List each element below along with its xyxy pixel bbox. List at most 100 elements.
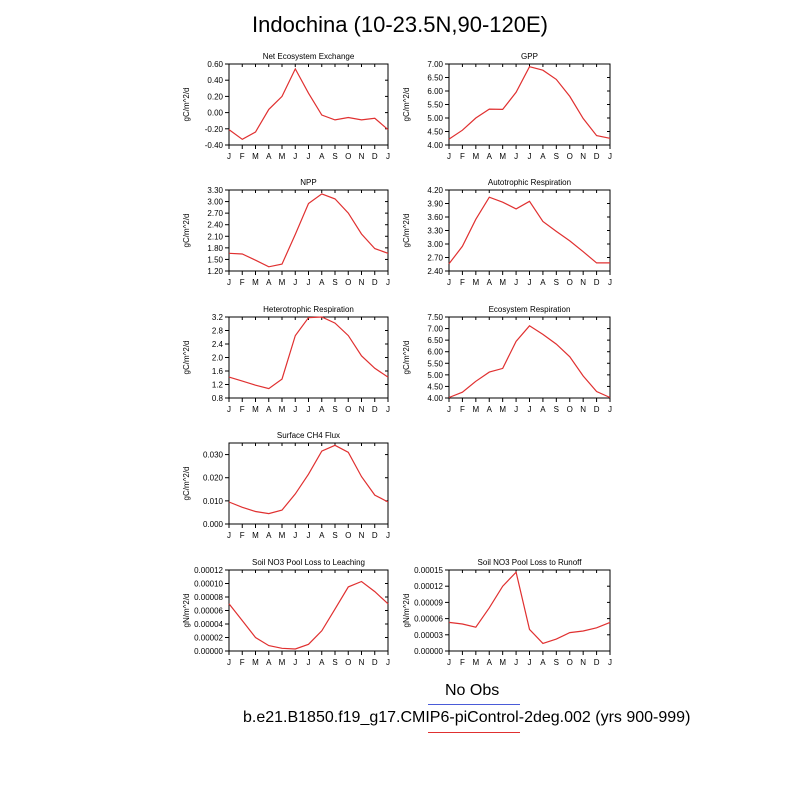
x-tick-label: M [472, 278, 479, 287]
x-tick-label: J [514, 152, 518, 161]
x-tick-label: F [240, 658, 245, 667]
x-tick-label: F [240, 152, 245, 161]
x-tick-label: M [472, 405, 479, 414]
y-tick-label: 0.00010 [194, 580, 223, 589]
panel-title: Surface CH4 Flux [277, 431, 340, 440]
x-tick-label: A [266, 658, 272, 667]
x-tick-label: N [580, 405, 586, 414]
x-tick-label: O [567, 405, 573, 414]
y-tick-label: 0.00003 [414, 631, 443, 640]
y-axis-label: gC/m^2/d [182, 467, 191, 501]
y-tick-label: 0.60 [207, 60, 223, 69]
y-tick-label: 2.4 [212, 340, 224, 349]
y-tick-label: 3.00 [427, 240, 443, 249]
panel-8: Soil NO3 Pool Loss to Runoff 0.00015 0.000… [402, 558, 612, 667]
panel-5: Ecosystem Respiration 7.50 7.00 6.50 6.00 5.5… [402, 305, 612, 414]
x-tick-label: J [227, 152, 231, 161]
x-tick-label: D [372, 531, 378, 540]
legend-obs-line [428, 704, 520, 705]
x-tick-label: J [386, 658, 390, 667]
plot-frame [228, 569, 389, 652]
x-tick-label: A [487, 405, 493, 414]
y-tick-label: 0.030 [203, 451, 224, 460]
series-line [448, 570, 611, 645]
panel-title: GPP [521, 52, 538, 61]
x-tick-label: J [227, 531, 231, 540]
x-tick-label: N [580, 278, 586, 287]
x-tick-label: F [460, 152, 465, 161]
x-tick-label: A [487, 658, 493, 667]
x-tick-label: J [514, 658, 518, 667]
y-tick-label: 6.00 [427, 87, 443, 96]
x-tick-label: M [252, 405, 259, 414]
x-tick-label: O [345, 278, 351, 287]
x-tick-label: M [252, 278, 259, 287]
x-tick-label: J [608, 152, 612, 161]
x-tick-label: D [372, 152, 378, 161]
x-tick-label: S [332, 278, 337, 287]
x-tick-label: S [554, 405, 559, 414]
y-axis-label: gC/m^2/d [182, 88, 191, 122]
x-tick-label: M [499, 152, 506, 161]
x-tick-label: A [540, 278, 546, 287]
y-tick-label: 0.00015 [414, 566, 443, 575]
panel-title: Net Ecosystem Exchange [263, 52, 355, 61]
x-tick-label: S [554, 658, 559, 667]
y-tick-label: 2.0 [212, 354, 224, 363]
plot-frame [228, 442, 389, 525]
x-tick-label: A [266, 152, 272, 161]
x-tick-label: J [608, 658, 612, 667]
y-tick-label: -0.40 [205, 141, 224, 150]
x-tick-label: J [307, 278, 311, 287]
x-tick-label: A [319, 531, 325, 540]
x-tick-label: N [580, 658, 586, 667]
y-tick-label: 0.00006 [194, 607, 223, 616]
y-tick-label: 3.60 [427, 213, 443, 222]
x-tick-label: J [227, 278, 231, 287]
x-tick-label: F [460, 405, 465, 414]
x-tick-label: D [372, 405, 378, 414]
y-tick-label: 2.8 [212, 327, 224, 336]
x-tick-label: A [487, 278, 493, 287]
series-line [228, 67, 389, 141]
x-tick-label: S [332, 405, 337, 414]
x-tick-label: J [386, 531, 390, 540]
y-tick-label: 4.00 [427, 394, 443, 403]
series-line [228, 580, 389, 650]
x-tick-label: J [386, 152, 390, 161]
x-tick-label: M [499, 658, 506, 667]
x-tick-label: J [293, 152, 297, 161]
series-line [228, 316, 389, 390]
x-tick-label: J [514, 405, 518, 414]
y-tick-label: 0.000 [203, 520, 224, 529]
x-tick-label: A [266, 278, 272, 287]
y-tick-label: 0.00009 [414, 598, 443, 607]
y-tick-label: 7.50 [427, 313, 443, 322]
series-line [448, 196, 610, 265]
x-tick-label: J [528, 405, 532, 414]
x-tick-label: J [447, 278, 451, 287]
x-tick-label: J [528, 658, 532, 667]
y-tick-label: 0.00002 [194, 634, 223, 643]
y-axis-label: gC/m^2/d [402, 88, 411, 122]
panel-title: NPP [300, 178, 316, 187]
x-tick-label: O [567, 152, 573, 161]
plot-frame [448, 63, 611, 146]
legend-model-label: b.e21.B1850.f19_g17.CMIP6-piControl-2deg… [243, 709, 691, 726]
y-tick-label: 4.00 [427, 141, 443, 150]
y-tick-label: 6.50 [427, 74, 443, 83]
y-tick-label: 3.90 [427, 200, 443, 209]
y-tick-label: 6.00 [427, 348, 443, 357]
x-tick-label: M [279, 405, 286, 414]
y-tick-label: 1.6 [212, 367, 224, 376]
y-tick-label: 1.20 [207, 267, 223, 276]
y-tick-label: 3.30 [207, 186, 223, 195]
x-tick-label: O [345, 405, 351, 414]
x-tick-label: A [540, 658, 546, 667]
x-tick-label: N [580, 152, 586, 161]
x-tick-label: M [279, 152, 286, 161]
y-axis-label: gC/m^2/d [182, 341, 191, 375]
x-tick-label: A [319, 405, 325, 414]
legend-obs-label: No Obs [445, 682, 500, 699]
